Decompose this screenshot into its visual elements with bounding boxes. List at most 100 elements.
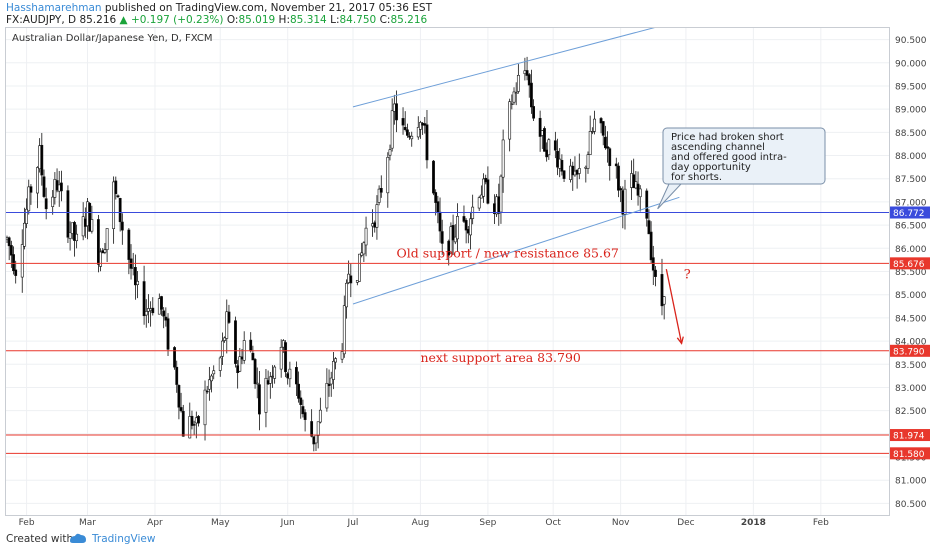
candle-body [181, 410, 185, 437]
candle-body [375, 204, 379, 228]
close-value: 85.216 [390, 14, 428, 26]
candle-body [142, 281, 146, 317]
y-tick-label: 88.000 [895, 152, 927, 162]
x-tick-label: Feb [19, 518, 35, 528]
candle-body [479, 194, 483, 199]
candle-body [12, 254, 15, 272]
callout-text-line: and offered good intra- [671, 152, 787, 163]
price-label-text: 81.974 [893, 432, 925, 442]
price-label-bg [890, 344, 930, 357]
candlestick-chart[interactable]: 80.50081.00081.50082.00082.50083.00083.5… [0, 0, 932, 528]
candle-body [42, 176, 46, 197]
candle-body [127, 229, 131, 260]
candle-body [38, 145, 42, 170]
candle-body [249, 339, 253, 352]
y-tick-label: 87.000 [895, 198, 927, 208]
candle-body [638, 188, 642, 198]
candle-body [51, 196, 55, 207]
candle-body [662, 296, 666, 305]
candle-body [453, 236, 457, 243]
candle-body [271, 375, 274, 378]
candle-body [297, 383, 300, 399]
candle-body [288, 368, 292, 380]
candle-body [53, 179, 57, 198]
candle-body [440, 231, 444, 244]
candle-body [432, 160, 435, 194]
candle-body [466, 228, 470, 234]
arrow-head [676, 336, 684, 345]
callout-pointer [657, 183, 682, 210]
candle-body [617, 165, 620, 191]
y-tick-label: 89.500 [895, 82, 927, 92]
x-tick-label: Sep [479, 518, 496, 528]
tradingview-brand[interactable]: TradingView [92, 533, 156, 545]
candle-body [238, 356, 242, 372]
candle-body [236, 365, 240, 373]
channel-line [352, 28, 655, 108]
candle-body [162, 310, 166, 317]
candle-body [347, 273, 351, 283]
candle-body [388, 149, 392, 156]
candle-body [543, 128, 546, 152]
candle-body [286, 373, 290, 379]
x-tick-label: Jun [280, 518, 295, 528]
candle-body [136, 280, 139, 285]
candle-body [147, 308, 150, 312]
candles-group [6, 56, 666, 452]
candle-body [66, 190, 70, 238]
candle-body [349, 275, 353, 284]
candle-body [329, 377, 333, 385]
candle-body [645, 190, 649, 219]
y-tick-label: 89.000 [895, 106, 927, 116]
author-link[interactable]: Hasshamarehman [6, 2, 102, 14]
candle-body [604, 136, 607, 149]
y-tick-label: 90.500 [895, 36, 927, 46]
candle-body [403, 126, 407, 130]
y-tick-label: 83.000 [895, 384, 927, 394]
candle-body [530, 82, 533, 108]
open-value: 85.019 [238, 14, 276, 26]
candle-body [190, 415, 194, 426]
symbol-line: FX:AUDJPY, D 85.216 ▲ +0.197 (+0.23%) O:… [6, 14, 427, 26]
candle-body [332, 361, 335, 380]
candle-body [221, 340, 224, 357]
candle-body [81, 216, 85, 237]
candle-body [360, 252, 364, 256]
candle-body [55, 180, 59, 191]
y-tick-label: 83.500 [895, 361, 927, 371]
candle-body [451, 225, 455, 241]
candle-body [177, 385, 181, 408]
candle-body [482, 178, 485, 197]
candle-body [133, 267, 137, 286]
candle-body [630, 173, 633, 188]
candle-body [118, 198, 122, 223]
candle-body [512, 91, 516, 103]
candle-body [14, 269, 18, 276]
candle-body [462, 216, 466, 222]
publish-line: Hasshamarehman published on TradingView.… [6, 2, 432, 14]
candle-body [57, 184, 61, 192]
candle-body [116, 195, 120, 198]
candle-body [573, 170, 577, 176]
candle-body [281, 340, 285, 348]
candle-body [464, 220, 468, 231]
candle-body [614, 163, 618, 167]
x-tick-label: Nov [612, 518, 630, 528]
candle-body [301, 406, 305, 415]
candle-body [508, 101, 512, 140]
symbol[interactable]: FX:AUDJPY, D [6, 14, 77, 26]
candle-body [486, 179, 490, 204]
candle-body [9, 245, 13, 256]
price-label-text: 85.676 [893, 260, 925, 270]
candle-body [608, 148, 612, 166]
candle-body [527, 74, 531, 86]
price-label-bg [890, 447, 930, 460]
x-tick-label: Dec [677, 518, 694, 528]
candle-body [284, 342, 287, 373]
candle-body [255, 382, 259, 385]
candle-body [660, 274, 664, 307]
x-tick-label: Aug [412, 518, 430, 528]
y-tick-label: 90.000 [895, 59, 927, 69]
created-with-label: Created with [6, 533, 74, 545]
candle-body [390, 110, 394, 149]
